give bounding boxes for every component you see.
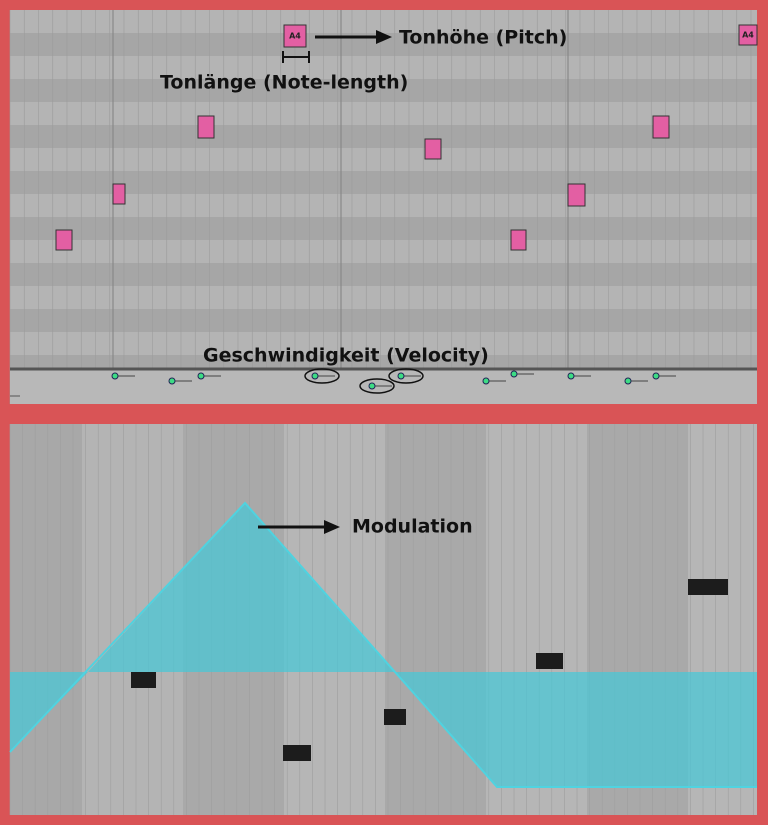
key-row	[10, 79, 757, 102]
note-block	[384, 709, 406, 725]
velocity-dot	[368, 382, 376, 390]
velocity-dot	[311, 372, 319, 380]
key-row	[10, 217, 757, 240]
note	[112, 183, 126, 205]
piano-roll-bg	[10, 10, 757, 404]
note-label: A4	[289, 32, 301, 41]
velocity-dot	[111, 372, 119, 380]
velocity-dot	[197, 372, 205, 380]
velocity-label: Geschwindigkeit (Velocity)	[203, 345, 489, 367]
velocity-dot	[510, 370, 518, 378]
note	[197, 115, 215, 139]
velocity-dot	[482, 377, 490, 385]
overlay: Tonhöhe (Pitch) Tonlänge (Note-length) G…	[160, 27, 567, 538]
key-row	[10, 33, 757, 56]
arrow-head	[376, 30, 392, 44]
velocity-dot	[624, 377, 632, 385]
key-row	[10, 125, 757, 148]
note-block	[536, 653, 563, 669]
modulation-line	[9, 501, 757, 788]
note-length-label: Tonlänge (Note-length)	[160, 72, 408, 94]
note	[55, 229, 73, 251]
modulation-area	[395, 672, 757, 787]
highlight-ellipse	[388, 368, 424, 384]
highlight-ellipse	[304, 368, 340, 384]
highlight-ellipse	[359, 378, 395, 394]
modulation-label: Modulation	[352, 516, 473, 538]
modulation-lane	[9, 424, 757, 815]
note	[424, 138, 442, 160]
note-block	[131, 672, 156, 688]
velocity-dot	[397, 372, 405, 380]
velocity-dot	[652, 372, 660, 380]
note-block	[283, 745, 311, 761]
key-row	[10, 309, 757, 332]
note-label: A4	[742, 31, 754, 40]
note	[283, 24, 307, 48]
modulation-area	[88, 503, 395, 672]
pitch-label: Tonhöhe (Pitch)	[399, 27, 567, 49]
beat-block	[10, 424, 82, 815]
note	[510, 229, 527, 251]
key-row	[10, 263, 757, 286]
note	[652, 115, 670, 139]
note-block	[688, 579, 728, 595]
velocity-dot	[567, 372, 575, 380]
piano-roll: A4 A4	[9, 10, 758, 404]
velocity-dot	[168, 377, 176, 385]
note	[567, 183, 586, 207]
arrow-head	[324, 520, 340, 534]
note	[738, 24, 758, 46]
